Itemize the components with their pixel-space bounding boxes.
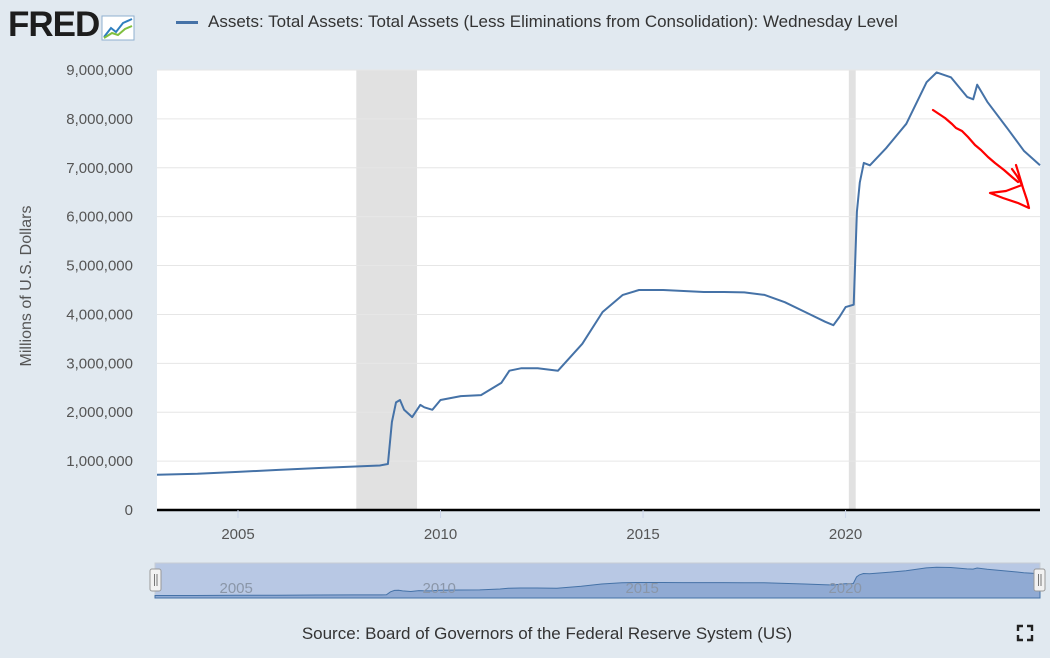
x-tick-label: 2015 xyxy=(626,526,659,543)
y-tick-label: 0 xyxy=(125,502,133,519)
recession-band xyxy=(356,70,418,510)
annotation-arrowhead xyxy=(988,163,1031,210)
y-tick-label: 5,000,000 xyxy=(66,258,133,275)
source-note: Source: Board of Governors of the Federa… xyxy=(0,624,1050,644)
y-tick-label: 8,000,000 xyxy=(66,111,133,128)
y-tick-label: 1,000,000 xyxy=(66,453,133,470)
legend-series-label: Assets: Total Assets: Total Assets (Less… xyxy=(208,12,898,31)
legend-series-swatch xyxy=(176,20,198,24)
y-tick-label: 6,000,000 xyxy=(66,209,133,226)
navigator-tick-label: 2020 xyxy=(828,580,861,597)
recession-band xyxy=(848,70,856,510)
annotation-stroke xyxy=(931,108,1020,184)
y-tick-label: 2,000,000 xyxy=(66,404,133,421)
fred-logo[interactable]: FRED xyxy=(8,5,135,45)
y-tick-label: 7,000,000 xyxy=(66,160,133,177)
navigator-tick-label: 2015 xyxy=(625,580,658,597)
y-tick-label: 9,000,000 xyxy=(66,62,133,79)
x-tick-label: 2005 xyxy=(221,526,254,543)
plot-background xyxy=(157,70,1040,510)
fullscreen-icon[interactable] xyxy=(1016,624,1034,642)
chart-area: 0 1,000,000 2,000,000 3,000,000 4,000,000 5,0… xyxy=(18,62,1046,599)
hand-drawn-annotation xyxy=(931,108,1031,210)
chart-header: FRED Assets: Total Assets: Total Assets … xyxy=(0,0,1050,50)
y-tick-label: 4,000,000 xyxy=(66,306,133,323)
y-axis-label: Millions of U.S. Dollars xyxy=(18,206,35,367)
chart-legend[interactable]: Assets: Total Assets: Total Assets (Less… xyxy=(176,12,898,32)
logo-text: FRED xyxy=(8,5,100,44)
y-tick-label: 3,000,000 xyxy=(66,355,133,372)
source-text: Source: Board of Governors of the Federa… xyxy=(301,624,793,643)
series-line[interactable] xyxy=(156,71,1041,476)
navigator-tick-label: 2010 xyxy=(422,580,455,597)
range-navigator[interactable]: 2005 2010 2015 2020 xyxy=(149,562,1046,599)
navigator-tick-label: 2005 xyxy=(220,580,253,597)
x-tick-label: 2020 xyxy=(829,526,862,543)
navigator-handle-right[interactable] xyxy=(1033,568,1046,592)
chart-line-icon xyxy=(101,15,135,41)
navigator-series-area xyxy=(154,566,1041,599)
navigator-handle-left[interactable] xyxy=(149,568,162,592)
x-tick-label: 2010 xyxy=(424,526,457,543)
